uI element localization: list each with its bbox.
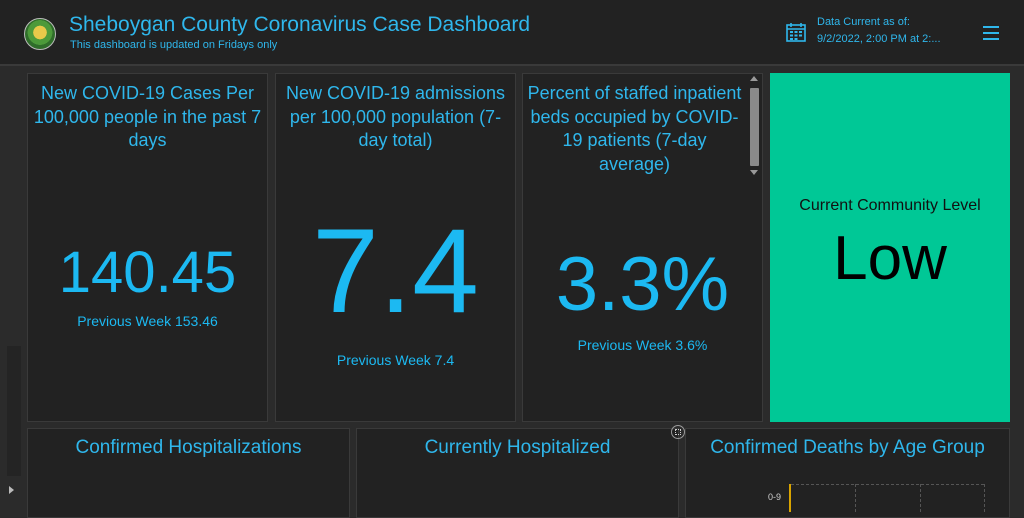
dashboard-header: Sheboygan County Coronavirus Case Dashbo… bbox=[0, 0, 1024, 66]
sidebar-panel-edge bbox=[7, 346, 21, 476]
card-value: 7.4 bbox=[312, 204, 479, 338]
community-level-card: Current Community Level Low bbox=[770, 73, 1010, 422]
panel-title: Confirmed Deaths by Age Group bbox=[710, 437, 985, 458]
card-previous-week: Previous Week 7.4 bbox=[336, 352, 455, 368]
admissions-card: New COVID-19 admissions per 100,000 popu… bbox=[275, 73, 516, 422]
calendar-icon bbox=[786, 23, 806, 42]
panel-title: Currently Hospitalized bbox=[424, 437, 611, 458]
community-level-label: Current Community Level bbox=[799, 197, 981, 214]
currently-hospitalized-panel: Currently Hospitalized bbox=[356, 428, 679, 518]
community-level-value: Low bbox=[833, 224, 947, 293]
confirmed-hospitalizations-panel: Confirmed Hospitalizations bbox=[27, 428, 350, 518]
card-previous-week: Previous Week 3.6% bbox=[577, 337, 708, 353]
dashboard-subtitle: This dashboard is updated on Fridays onl… bbox=[70, 39, 278, 51]
fullscreen-toggle-icon[interactable] bbox=[671, 425, 685, 439]
deaths-by-age-panel: Confirmed Deaths by Age Group bbox=[685, 428, 1010, 518]
left-sidebar-collapsed bbox=[0, 66, 22, 512]
chart-gridline bbox=[984, 484, 985, 512]
data-current-value: 9/2/2022, 2:00 PM at 2:... bbox=[817, 33, 941, 45]
card-title: New COVID-19 admissions per 100,000 popu… bbox=[285, 83, 506, 150]
inpatient-beds-card: Percent of staffed inpatient beds occupi… bbox=[522, 73, 763, 422]
chart-gridline bbox=[791, 484, 984, 485]
hamburger-menu-icon[interactable] bbox=[983, 26, 999, 40]
expand-sidebar-arrow-icon[interactable] bbox=[9, 486, 14, 494]
chart-axis-line bbox=[789, 484, 791, 512]
chart-gridline bbox=[920, 484, 921, 512]
chart-category-label: 0-9 bbox=[768, 492, 782, 502]
scroll-up-arrow-icon[interactable] bbox=[750, 76, 758, 81]
card-scrollbar-thumb[interactable] bbox=[750, 88, 759, 166]
card-previous-week: Previous Week 153.46 bbox=[77, 313, 218, 329]
card-value: 140.45 bbox=[58, 240, 237, 305]
chart-gridline bbox=[855, 484, 856, 512]
new-cases-card: New COVID-19 Cases Per 100,000 people in… bbox=[27, 73, 268, 422]
card-title: New COVID-19 Cases Per 100,000 people in… bbox=[33, 83, 262, 150]
data-current-label: Data Current as of: bbox=[817, 16, 910, 28]
dashboard-title: Sheboygan County Coronavirus Case Dashbo… bbox=[69, 13, 531, 36]
scroll-down-arrow-icon[interactable] bbox=[750, 170, 758, 175]
card-value: 3.3% bbox=[555, 242, 730, 327]
card-title: Percent of staffed inpatient beds occupi… bbox=[527, 83, 742, 174]
county-seal-logo bbox=[24, 18, 56, 50]
panel-title: Confirmed Hospitalizations bbox=[75, 437, 302, 458]
